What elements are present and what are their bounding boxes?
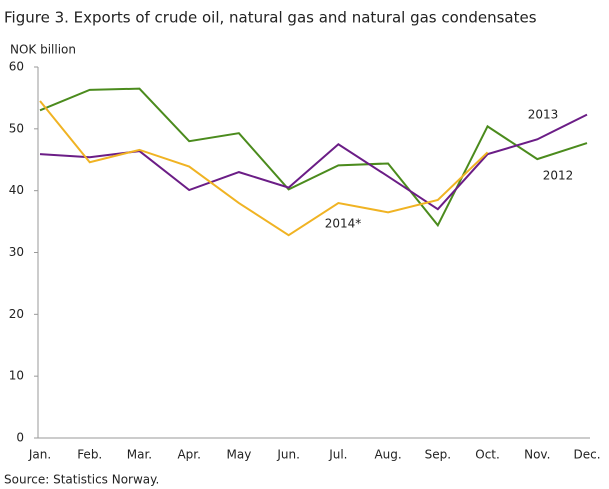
y-tick-label: 30 bbox=[9, 245, 24, 259]
x-tick-label: Mar. bbox=[127, 448, 152, 462]
x-tick-label: Jul. bbox=[328, 448, 347, 462]
y-tick-label: 20 bbox=[9, 307, 24, 321]
x-tick-label: Feb. bbox=[77, 448, 102, 462]
series-label: 2012 bbox=[543, 169, 574, 183]
y-tick-label: 10 bbox=[9, 369, 24, 383]
series-label: 2014* bbox=[325, 217, 362, 231]
series-line bbox=[39, 87, 588, 228]
x-tick-label: Oct. bbox=[475, 448, 500, 462]
series-line bbox=[39, 113, 588, 211]
y-tick-label: 60 bbox=[9, 60, 24, 74]
x-tick-label: Nov. bbox=[524, 448, 550, 462]
y-tick-label: 50 bbox=[9, 121, 24, 135]
y-axis-label: NOK billion bbox=[10, 43, 76, 57]
y-tick-label: 0 bbox=[16, 431, 24, 445]
source: Source: Statistics Norway. bbox=[4, 473, 159, 487]
x-tick-label: Jan. bbox=[28, 448, 51, 462]
chart-title: Figure 3. Exports of crude oil, natural … bbox=[4, 9, 537, 27]
x-tick-label: Dec. bbox=[573, 448, 600, 462]
x-tick-label: Apr. bbox=[177, 448, 200, 462]
y-tick-label: 40 bbox=[9, 183, 24, 197]
series-label: 2013 bbox=[528, 108, 559, 122]
x-tick-label: Jun. bbox=[276, 448, 300, 462]
x-tick-label: Sep. bbox=[425, 448, 451, 462]
x-tick-label: Aug. bbox=[374, 448, 401, 462]
series-line bbox=[39, 100, 489, 237]
x-tick-label: May bbox=[227, 448, 252, 462]
